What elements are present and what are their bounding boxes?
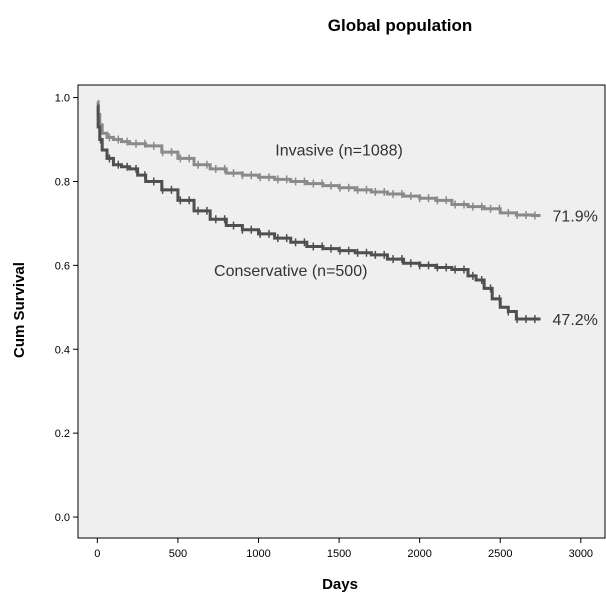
- y-tick-label: 0.4: [55, 344, 70, 356]
- x-tick-label: 1000: [246, 548, 270, 560]
- x-tick-label: 0: [94, 548, 100, 560]
- y-tick-label: 0.0: [55, 512, 70, 524]
- survival-curve: [96, 104, 541, 321]
- y-tick-label: 0.8: [55, 176, 70, 188]
- y-tick-label: 0.2: [55, 428, 70, 440]
- x-tick-label: 2500: [488, 548, 512, 560]
- x-tick-label: 1500: [327, 548, 351, 560]
- chart-title: Global population: [328, 16, 472, 35]
- x-axis-label: Days: [322, 576, 358, 593]
- series-annotation: Invasive (n=1088): [275, 142, 403, 159]
- x-axis: 0 500 1000 1500 2000 2500 3000: [94, 538, 593, 560]
- annotation-layer: Invasive (n=1088) Conservative (n=500): [214, 142, 403, 279]
- y-axis: 0.0 0.2 0.4 0.6 0.8 1.0: [55, 93, 78, 524]
- y-axis-label: Cum Survival: [11, 262, 28, 358]
- series-layer: 71.9% 47.2%: [96, 100, 598, 329]
- series-annotation: Conservative (n=500): [214, 263, 367, 280]
- y-tick-label: 1.0: [55, 93, 70, 105]
- x-tick-label: 3000: [569, 548, 593, 560]
- x-tick-label: 2000: [407, 548, 431, 560]
- x-tick-label: 500: [169, 548, 187, 560]
- series-end-label: 47.2%: [553, 312, 598, 329]
- series-invasive: 71.9%: [96, 100, 598, 225]
- y-tick-label: 0.6: [55, 260, 70, 272]
- series-conservative: 47.2%: [96, 104, 598, 329]
- series-end-label: 71.9%: [553, 208, 598, 225]
